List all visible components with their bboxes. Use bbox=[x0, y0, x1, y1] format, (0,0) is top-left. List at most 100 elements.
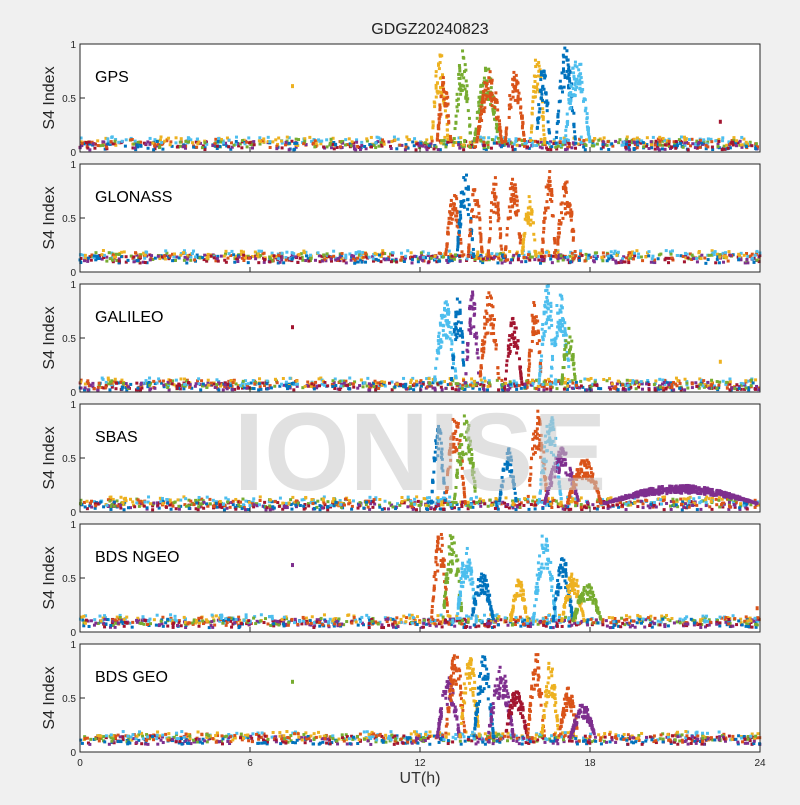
data-point bbox=[304, 385, 307, 388]
data-point bbox=[494, 339, 497, 342]
data-point bbox=[542, 231, 545, 234]
data-point bbox=[323, 384, 326, 387]
data-point bbox=[539, 369, 542, 372]
data-point bbox=[96, 255, 99, 258]
data-point bbox=[494, 176, 497, 179]
data-point bbox=[683, 388, 686, 391]
data-point bbox=[541, 115, 544, 118]
data-point bbox=[318, 377, 321, 380]
data-point bbox=[682, 146, 685, 149]
data-point bbox=[92, 142, 95, 145]
data-point bbox=[642, 141, 645, 144]
data-point bbox=[536, 83, 539, 86]
data-point bbox=[271, 140, 274, 143]
data-point bbox=[497, 214, 500, 217]
data-point bbox=[696, 260, 699, 263]
data-point bbox=[344, 138, 347, 141]
data-point bbox=[492, 324, 495, 327]
data-point bbox=[514, 99, 517, 102]
data-point bbox=[580, 81, 583, 84]
data-point bbox=[535, 144, 538, 147]
data-point bbox=[549, 302, 552, 305]
data-point bbox=[752, 381, 755, 384]
data-point bbox=[85, 141, 88, 144]
data-point bbox=[459, 225, 462, 228]
data-point bbox=[483, 77, 486, 80]
data-point bbox=[348, 377, 351, 380]
data-point bbox=[314, 381, 317, 384]
data-point bbox=[573, 373, 576, 376]
data-point bbox=[484, 98, 487, 101]
data-point bbox=[469, 228, 472, 231]
data-point bbox=[456, 211, 459, 214]
data-point bbox=[477, 205, 480, 208]
data-point bbox=[152, 502, 155, 505]
data-point bbox=[574, 147, 577, 150]
data-point bbox=[735, 139, 738, 142]
data-point bbox=[585, 138, 588, 141]
data-point bbox=[350, 144, 353, 147]
y-tick-label: 0 bbox=[70, 388, 76, 399]
data-point bbox=[543, 74, 546, 77]
data-point bbox=[497, 377, 500, 380]
data-point bbox=[557, 145, 560, 148]
data-point bbox=[715, 387, 718, 390]
data-point bbox=[437, 335, 440, 338]
data-point bbox=[133, 505, 136, 508]
data-point bbox=[445, 300, 448, 303]
data-point bbox=[93, 387, 96, 390]
data-point bbox=[613, 387, 616, 390]
data-point bbox=[274, 138, 277, 141]
data-point bbox=[460, 321, 463, 324]
data-point bbox=[551, 342, 554, 345]
data-point bbox=[727, 147, 730, 150]
data-point bbox=[93, 147, 96, 150]
data-point bbox=[261, 382, 264, 385]
data-point bbox=[614, 140, 617, 143]
data-point bbox=[469, 329, 472, 332]
data-point bbox=[257, 261, 260, 264]
data-point bbox=[455, 214, 458, 217]
data-point bbox=[697, 251, 700, 254]
data-point bbox=[524, 383, 527, 386]
data-point bbox=[521, 126, 524, 129]
data-point bbox=[490, 209, 493, 212]
data-point bbox=[579, 72, 582, 75]
data-point bbox=[520, 260, 523, 263]
data-point bbox=[228, 252, 231, 255]
data-point bbox=[450, 255, 453, 258]
data-point bbox=[640, 380, 643, 383]
data-point bbox=[377, 136, 380, 139]
data-point bbox=[404, 383, 407, 386]
data-point bbox=[545, 104, 548, 107]
data-point bbox=[714, 261, 717, 264]
data-point bbox=[489, 70, 492, 73]
data-point bbox=[444, 105, 447, 108]
data-point bbox=[125, 255, 128, 258]
data-point bbox=[229, 506, 232, 509]
data-point bbox=[143, 257, 146, 260]
data-point bbox=[355, 141, 358, 144]
data-point bbox=[710, 140, 713, 143]
data-point bbox=[702, 138, 705, 141]
data-point bbox=[579, 249, 582, 252]
data-point bbox=[663, 508, 666, 511]
data-point bbox=[352, 255, 355, 258]
data-point bbox=[523, 235, 526, 238]
data-point bbox=[187, 381, 190, 384]
data-point bbox=[561, 298, 564, 301]
y-tick-label: 0.5 bbox=[62, 214, 76, 225]
data-point bbox=[676, 379, 679, 382]
data-point bbox=[296, 383, 299, 386]
data-point bbox=[557, 113, 560, 116]
data-point bbox=[118, 253, 121, 256]
data-point bbox=[726, 387, 729, 390]
data-point bbox=[671, 249, 674, 252]
data-point bbox=[618, 138, 621, 141]
data-point bbox=[545, 321, 548, 324]
data-point bbox=[242, 380, 245, 383]
data-point bbox=[462, 148, 465, 151]
data-point bbox=[556, 387, 559, 390]
data-point bbox=[700, 257, 703, 260]
data-point bbox=[179, 377, 182, 380]
